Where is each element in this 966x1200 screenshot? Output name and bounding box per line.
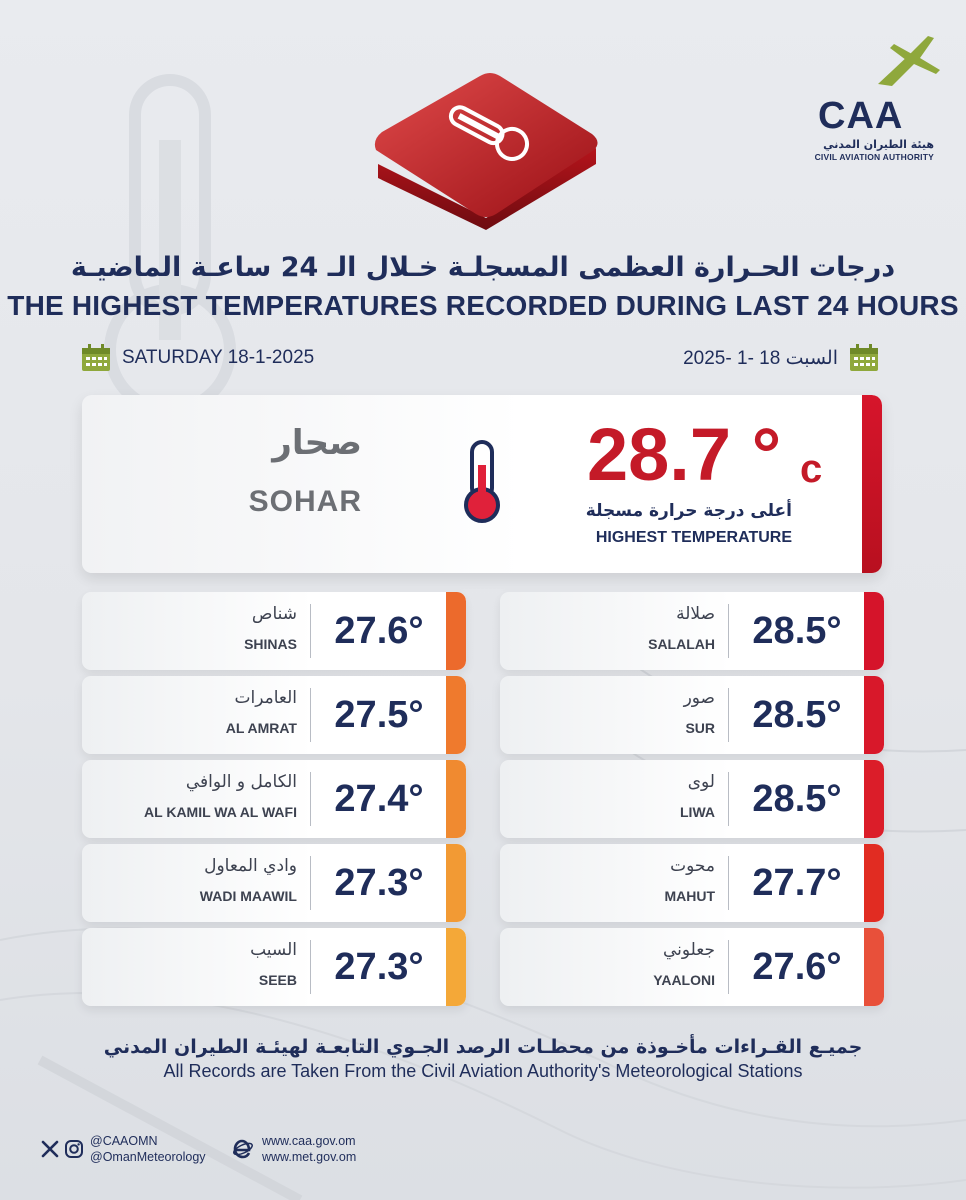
x-icon[interactable] [40,1139,60,1159]
station-name-english: SALALAH [648,636,715,652]
station-name-arabic: الكامل و الوافي [185,772,297,792]
color-accent-strip [864,928,884,1006]
station-name-arabic: لوى [687,772,715,792]
color-accent-strip [864,592,884,670]
page-title-arabic: درجات الحـرارة العظمى المسجلـة خـلال الـ… [70,252,896,283]
station-name-arabic: وادي المعاول [204,856,297,876]
card-divider [728,940,729,994]
station-temperature-value: 27.3° [334,946,424,988]
website-links: www.caa.gov.om www.met.gov.om [232,1133,356,1165]
station-name-english: SHINAS [244,636,297,652]
highest-label-arabic: أعلى درجة حرارة مسجلة [585,501,792,521]
station-card: السيب SEEB 27.3° [82,928,466,1006]
station-name-arabic: جعلوني [662,940,715,960]
date-text-arabic: السبت 18 -1 -2025 [683,347,838,369]
logo-name-english: CIVIL AVIATION AUTHORITY [814,152,934,162]
station-card: جعلوني YAALONI 27.6° [500,928,884,1006]
social-handle-caa[interactable]: @CAAOMN [90,1134,158,1148]
website-met-link[interactable]: www.met.gov.om [262,1150,357,1164]
color-accent-strip [864,676,884,754]
station-temperature-value: 27.3° [334,862,424,904]
station-name-english: MAHUT [664,888,715,904]
station-temperature-value: 28.5° [752,694,842,736]
station-name-english: YAALONI [653,972,715,988]
red-accent-strip [862,395,882,573]
color-accent-strip [864,844,884,922]
airplane-logo-icon [878,36,940,86]
calendar-icon [82,344,110,371]
station-card: الكامل و الوافي AL KAMIL WA AL WAFI 27.4° [82,760,466,838]
highest-temperature-card: صحار SOHAR 28.7 ° c أعلى درجة حرارة مسجل… [82,395,882,573]
color-accent-strip [446,928,466,1006]
footer-note-english: All Records are Taken From the Civil Avi… [163,1061,803,1081]
thermometer-tile-icon [374,73,598,230]
station-name-english: SEEB [258,972,297,988]
station-name-english: WADI MAAWIL [199,888,297,904]
card-divider [310,688,311,742]
calendar-icon [850,344,878,371]
color-accent-strip [446,844,466,922]
station-temperature-value: 27.6° [334,610,424,652]
station-name-arabic: صور [683,688,715,708]
station-name-arabic: السيب [250,940,297,960]
station-name-english: SUR [685,720,715,736]
highest-city-arabic: صحار [272,423,362,463]
card-divider [310,772,311,826]
station-name-arabic: محوت [670,856,715,876]
social-handles: @CAAOMN @OmanMeteorology [40,1133,206,1165]
color-accent-strip [864,760,884,838]
footer-note-arabic: جميـع القـراءات مأخـوذة من محطـات الرصد … [103,1036,863,1058]
station-card: شناص SHINAS 27.6° [82,592,466,670]
station-name-arabic: شناص [251,604,297,624]
thermometer-icon [464,440,500,523]
card-divider [728,772,729,826]
page-title-english: THE HIGHEST TEMPERATURES RECORDED DURING… [7,290,959,321]
highest-temperature-value: 28.7 ° [587,413,782,496]
highest-city-english: SOHAR [248,485,362,518]
card-divider [310,856,311,910]
station-name-english: AL AMRAT [225,720,297,736]
color-accent-strip [446,676,466,754]
social-handle-met[interactable]: @OmanMeteorology [90,1150,206,1164]
card-divider [310,940,311,994]
station-card: محوت MAHUT 27.7° [500,844,884,922]
station-card: العامرات AL AMRAT 27.5° [82,676,466,754]
date-text-english: SATURDAY 18-1-2025 [122,347,315,368]
date-arabic: السبت 18 -1 -2025 [683,340,880,376]
color-accent-strip [446,760,466,838]
station-name-english: AL KAMIL WA AL WAFI [144,804,297,820]
station-temperature-value: 27.4° [334,778,424,820]
card-divider [728,604,729,658]
instagram-icon[interactable] [64,1139,84,1159]
logo-name-arabic: هيئة الطيران المدني [823,138,934,151]
station-name-arabic: العامرات [234,688,298,708]
card-divider [728,856,729,910]
highest-temperature-unit: c [800,447,823,491]
station-name-english: LIWA [680,804,715,820]
caa-logo: CAA هيئة الطيران المدني CIVIL AVIATION A… [812,30,942,162]
station-temperature-value: 27.5° [334,694,424,736]
station-temperature-value: 27.7° [752,862,842,904]
station-card: لوى LIWA 28.5° [500,760,884,838]
color-accent-strip [446,592,466,670]
station-temperature-value: 28.5° [752,778,842,820]
station-card: وادي المعاول WADI MAAWIL 27.3° [82,844,466,922]
browser-e-icon [233,1139,253,1159]
website-caa-link[interactable]: www.caa.gov.om [262,1134,356,1148]
card-divider [310,604,311,658]
station-card: صلالة SALALAH 28.5° [500,592,884,670]
station-name-arabic: صلالة [676,604,715,624]
logo-abbreviation: CAA [818,95,904,137]
station-card: صور SUR 28.5° [500,676,884,754]
station-temperature-value: 27.6° [752,946,842,988]
date-english: SATURDAY 18-1-2025 [80,340,314,376]
highest-label-english: HIGHEST TEMPERATURE [595,529,792,546]
card-divider [728,688,729,742]
station-temperature-value: 28.5° [752,610,842,652]
